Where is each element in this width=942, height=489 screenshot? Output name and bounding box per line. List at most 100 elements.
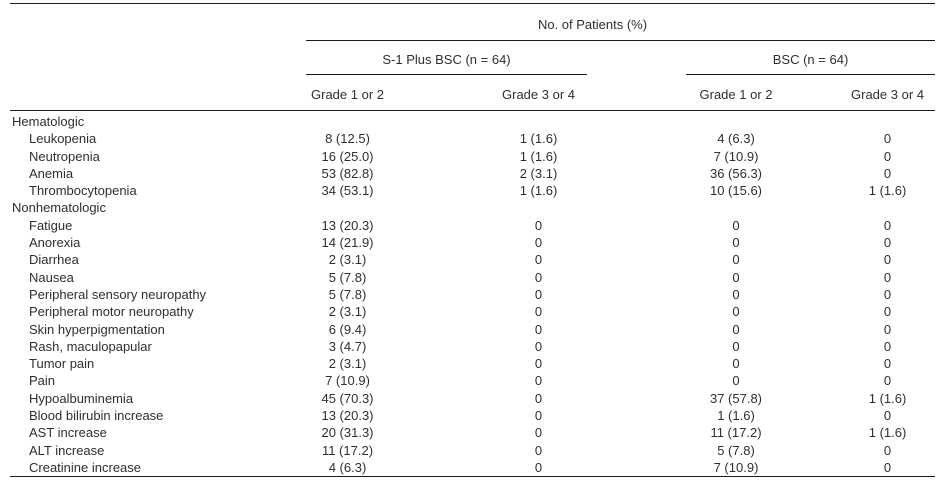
grade-header-row: Grade 1 or 2 Grade 3 or 4 Grade 1 or 2 G… (10, 74, 936, 111)
value-cell: 0 (732, 252, 740, 268)
value-cell: 0 (732, 286, 740, 302)
value-cell: 0 (534, 235, 543, 251)
table-row: Blood bilirubin increase 13 (20.3) 0 1 (1.6… (10, 407, 935, 424)
row-label: Tumor pain (29, 356, 95, 372)
value-cell: 13 (20.3) (321, 217, 374, 233)
row-label: ALT increase (29, 442, 105, 458)
value-cell: 0 (732, 217, 740, 233)
table-row: Thrombocytopenia 34 (53.1) 1 (1.6) 10 (15.6… (10, 182, 935, 199)
row-label: Leukopenia (29, 131, 97, 147)
value-cell: 5 (7.8) (328, 269, 367, 285)
row-label: Hypoalbuminemia (29, 390, 134, 406)
value-cell: 0 (534, 286, 543, 302)
value-cell: 20 (31.3) (321, 425, 374, 441)
value-cell: 3 (4.7) (328, 338, 367, 354)
value-cell: 0 (883, 286, 892, 302)
empty-cell (632, 199, 840, 216)
table-row: Fatigue 13 (20.3) 0 0 0 (10, 217, 935, 234)
value-cell: 1 (1.6) (868, 390, 907, 406)
table-row: Diarrhea 2 (3.1) 0 0 0 (10, 251, 935, 268)
row-label: Pain (29, 373, 56, 389)
value-cell: 0 (534, 390, 543, 406)
section-label: Hematologic (12, 114, 85, 129)
row-label: Fatigue (29, 217, 73, 233)
row-label: Creatinine increase (29, 459, 142, 475)
table-body: Hematologic Leukopenia 8 (12.5) 1 (1.6) 4 (6… (10, 111, 935, 477)
value-cell: 0 (732, 356, 740, 372)
value-cell: 4 (6.3) (328, 459, 367, 475)
value-cell: 1 (1.6) (519, 131, 558, 147)
empty-cell (840, 111, 935, 131)
row-label: Peripheral sensory neuropathy (29, 286, 207, 302)
value-cell: 6 (9.4) (328, 321, 367, 337)
value-cell: 0 (534, 338, 543, 354)
value-cell: 7 (10.9) (713, 459, 759, 475)
row-label: Peripheral motor neuropathy (29, 304, 194, 320)
value-cell: 36 (56.3) (709, 165, 763, 181)
table-row: Skin hyperpigmentation 6 (9.4) 0 0 0 (10, 321, 935, 338)
value-cell: 0 (883, 459, 892, 475)
empty-cell (632, 111, 840, 131)
value-cell: 0 (883, 235, 892, 251)
value-cell: 0 (534, 408, 543, 424)
value-cell: 0 (534, 356, 543, 372)
group-label-bsc: BSC (n = 64) (686, 52, 936, 75)
group-header-row: S-1 Plus BSC (n = 64) BSC (n = 64) (10, 41, 936, 75)
value-cell: 2 (3.1) (328, 252, 367, 268)
value-cell: 0 (534, 373, 543, 389)
value-cell: 2 (3.1) (328, 304, 367, 320)
row-label: Neutropenia (29, 148, 100, 164)
table-row: Hypoalbuminemia 45 (70.3) 0 37 (57.8) 1 (1.6… (10, 390, 935, 407)
table-row: Anemia 53 (82.8) 2 (3.1) 36 (56.3) 0 (10, 165, 935, 182)
table-row: Peripheral motor neuropathy 2 (3.1) 0 0 0 (10, 303, 935, 320)
value-cell: 37 (57.8) (709, 390, 763, 406)
table-row: Neutropenia 16 (25.0) 1 (1.6) 7 (10.9) 0 (10, 148, 935, 165)
table-row: AST increase 20 (31.3) 0 11 (17.2) 1 (1.6) (10, 424, 935, 441)
value-cell: 1 (1.6) (519, 183, 558, 199)
value-cell: 13 (20.3) (321, 408, 374, 424)
value-cell: 0 (883, 165, 892, 181)
col-header-s1-grade-1-2: Grade 1 or 2 (250, 74, 445, 111)
spanner-underline-rule (306, 39, 936, 41)
value-cell: 10 (15.6) (709, 183, 763, 199)
spanner-row: No. of Patients (%) (10, 4, 936, 41)
value-cell: 0 (732, 304, 740, 320)
row-label: Thrombocytopenia (29, 183, 137, 199)
table-row: Anorexia 14 (21.9) 0 0 0 (10, 234, 935, 251)
value-cell: 0 (883, 408, 892, 424)
value-cell: 1 (1.6) (717, 408, 755, 424)
value-cell: 11 (17.2) (710, 425, 762, 441)
empty-label-cell (10, 41, 250, 75)
value-cell: 0 (534, 304, 543, 320)
empty-cell (250, 199, 445, 216)
table-row: ALT increase 11 (17.2) 0 5 (7.8) 0 (10, 442, 935, 459)
value-cell: 0 (883, 442, 892, 458)
value-cell: 0 (883, 356, 892, 372)
empty-cell (445, 111, 632, 131)
table-row: Pain 7 (10.9) 0 0 0 (10, 372, 935, 389)
col-header-bsc-grade-3-4: Grade 3 or 4 (840, 74, 936, 111)
value-cell: 1 (1.6) (868, 183, 907, 199)
section-row: Nonhematologic (10, 199, 935, 216)
value-cell: 2 (3.1) (328, 356, 367, 372)
value-cell: 0 (732, 373, 740, 389)
value-cell: 11 (17.2) (321, 442, 374, 458)
row-label: Nausea (29, 269, 74, 285)
spanner-header-cell: No. of Patients (%) (250, 4, 936, 41)
value-cell: 0 (732, 235, 740, 251)
row-label: Blood bilirubin increase (29, 408, 164, 424)
table-header: No. of Patients (%) S-1 Plus BSC (n = 64… (10, 4, 936, 111)
value-cell: 0 (883, 321, 892, 337)
value-cell: 4 (6.3) (717, 131, 755, 147)
value-cell: 1 (1.6) (868, 425, 907, 441)
value-cell: 0 (732, 338, 740, 354)
value-cell: 2 (3.1) (519, 165, 558, 181)
value-cell: 8 (12.5) (325, 131, 370, 147)
value-cell: 0 (732, 321, 740, 337)
value-cell: 0 (534, 459, 543, 475)
value-cell: 5 (7.8) (717, 442, 755, 458)
value-cell: 7 (10.9) (713, 148, 759, 164)
adverse-events-table: No. of Patients (%) S-1 Plus BSC (n = 64… (10, 3, 936, 478)
row-label: Rash, maculopapular (29, 338, 152, 354)
row-label: Diarrhea (29, 252, 79, 268)
